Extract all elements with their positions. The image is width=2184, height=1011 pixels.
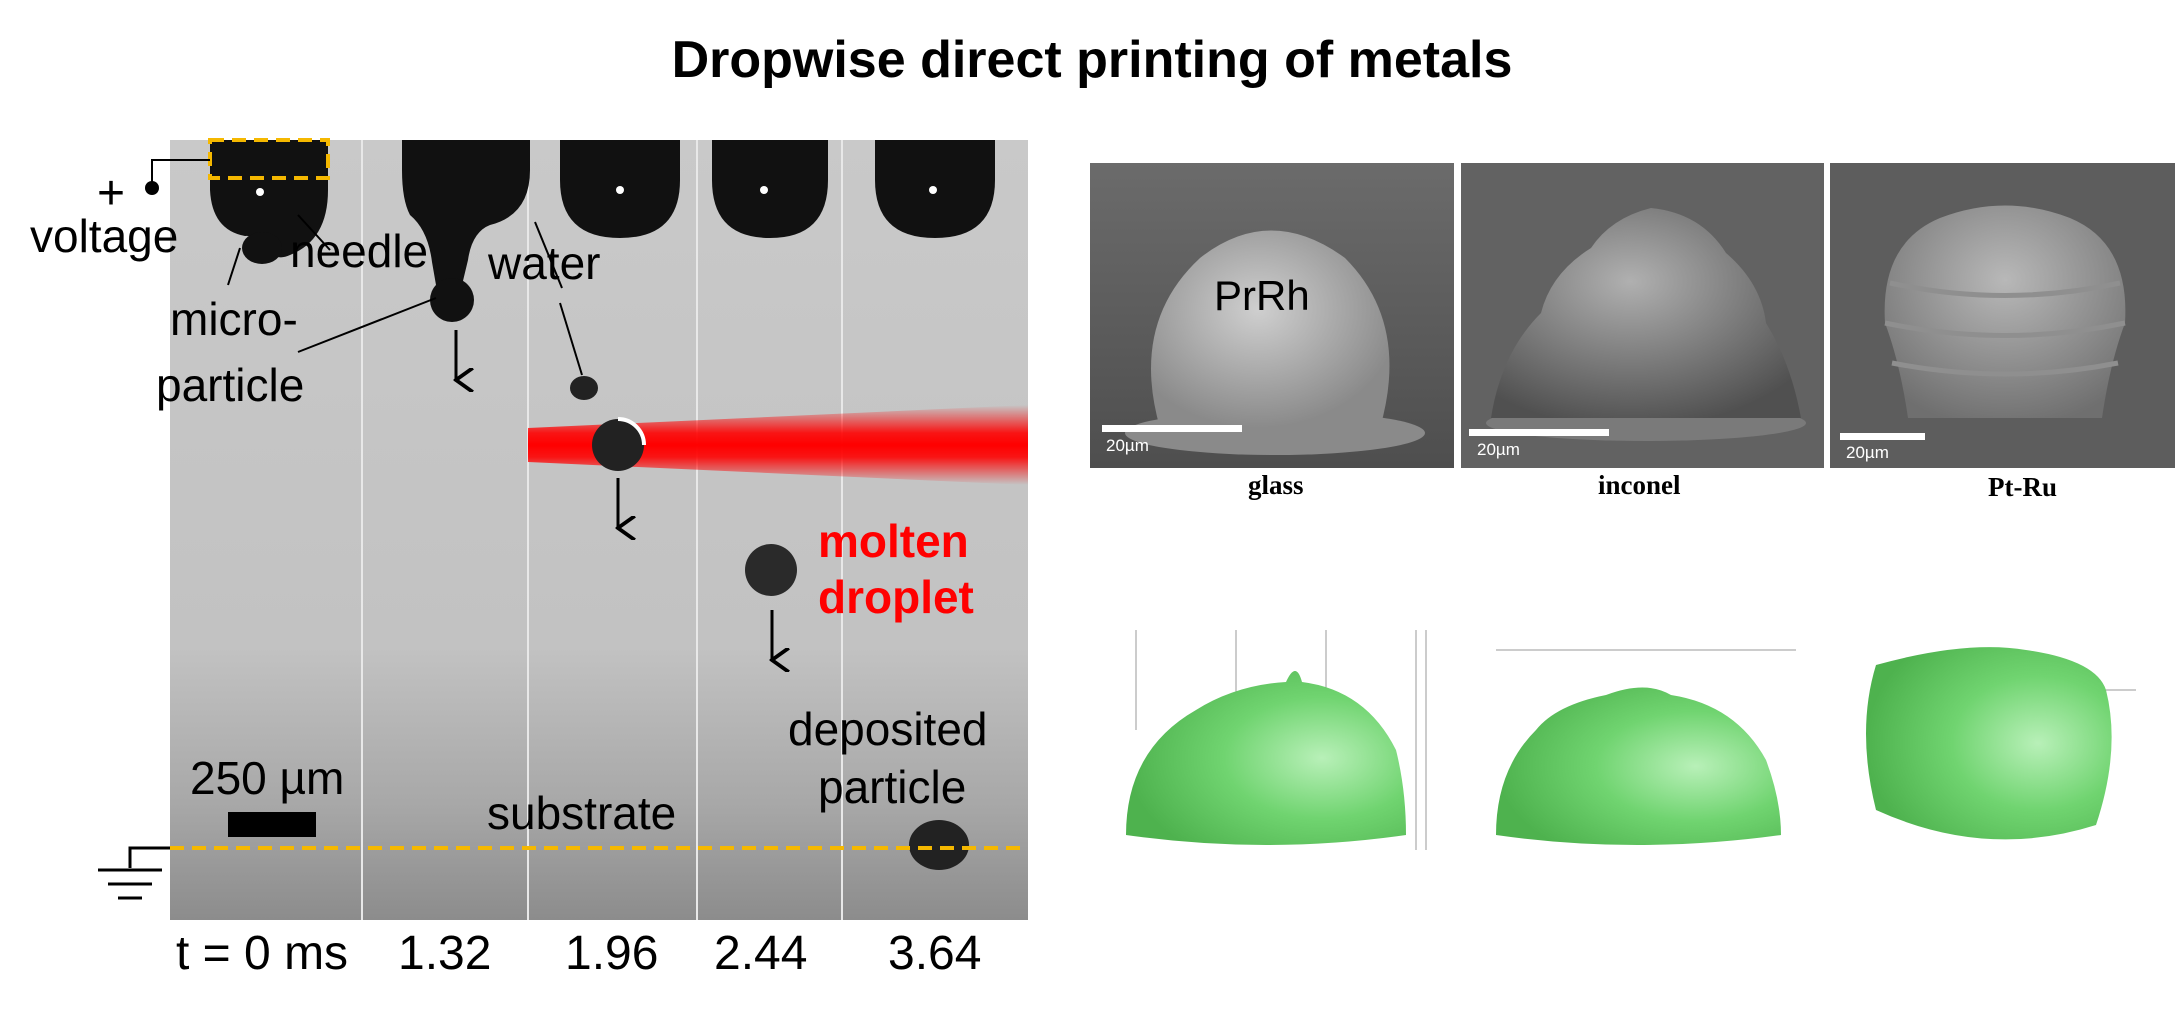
water-label: water xyxy=(488,237,601,289)
ground-icon xyxy=(98,846,170,900)
scale-label: 250 µm xyxy=(190,752,345,804)
needle-label: needle xyxy=(290,225,429,277)
heated-droplet xyxy=(592,419,644,471)
water-droplet xyxy=(570,376,598,400)
render-glass xyxy=(1126,671,1406,845)
sem-image-ptru xyxy=(1830,163,2175,468)
motion-arrows xyxy=(456,330,772,660)
caption-ptru: Pt-Ru xyxy=(1988,472,2057,502)
frame-dividers xyxy=(361,140,843,920)
scale-bar xyxy=(1102,425,1242,432)
frame-background xyxy=(170,140,1028,920)
caption-inconel: inconel xyxy=(1598,470,1681,500)
caption-glass: glass xyxy=(1248,470,1304,500)
deposited-label-1: deposited xyxy=(788,703,988,755)
prrh-label: PrRh xyxy=(1214,272,1310,319)
scale-bar xyxy=(228,812,316,837)
scale-label: 20µm xyxy=(1477,440,1520,459)
microparticle-label-2: particle xyxy=(156,359,305,411)
deposited-particle xyxy=(909,820,969,870)
molten-label-1: molten xyxy=(818,515,969,567)
scale-label: 20µm xyxy=(1106,436,1149,455)
microparticle-label-1: micro- xyxy=(170,293,298,345)
scale-bar xyxy=(1469,429,1609,436)
laser-beam xyxy=(528,405,1028,485)
deposited-label-2: particle xyxy=(818,761,967,813)
time-label: 1.96 xyxy=(565,927,659,980)
render-inconel xyxy=(1496,687,1781,845)
molten-label-2: droplet xyxy=(818,571,974,623)
page-title: Dropwise direct printing of metals xyxy=(671,31,1513,89)
sem-image-inconel xyxy=(1461,163,1824,468)
scale-bar xyxy=(1840,433,1925,440)
time-label: t = 0 ms xyxy=(176,927,349,980)
voltage-label: voltage xyxy=(30,210,179,262)
simulation-renders xyxy=(1126,630,2136,850)
time-label: 1.32 xyxy=(398,927,492,980)
substrate-label: substrate xyxy=(487,787,677,839)
leader-lines xyxy=(151,159,583,376)
time-label: 3.64 xyxy=(888,927,982,980)
time-label: 2.44 xyxy=(714,927,808,980)
plus-sign: + xyxy=(97,167,126,220)
frame-sequence xyxy=(98,138,1028,920)
render-ptru xyxy=(1866,647,2112,840)
scale-label: 20µm xyxy=(1846,443,1889,462)
molten-droplet xyxy=(745,544,797,596)
sem-image-glass xyxy=(1090,163,1454,468)
